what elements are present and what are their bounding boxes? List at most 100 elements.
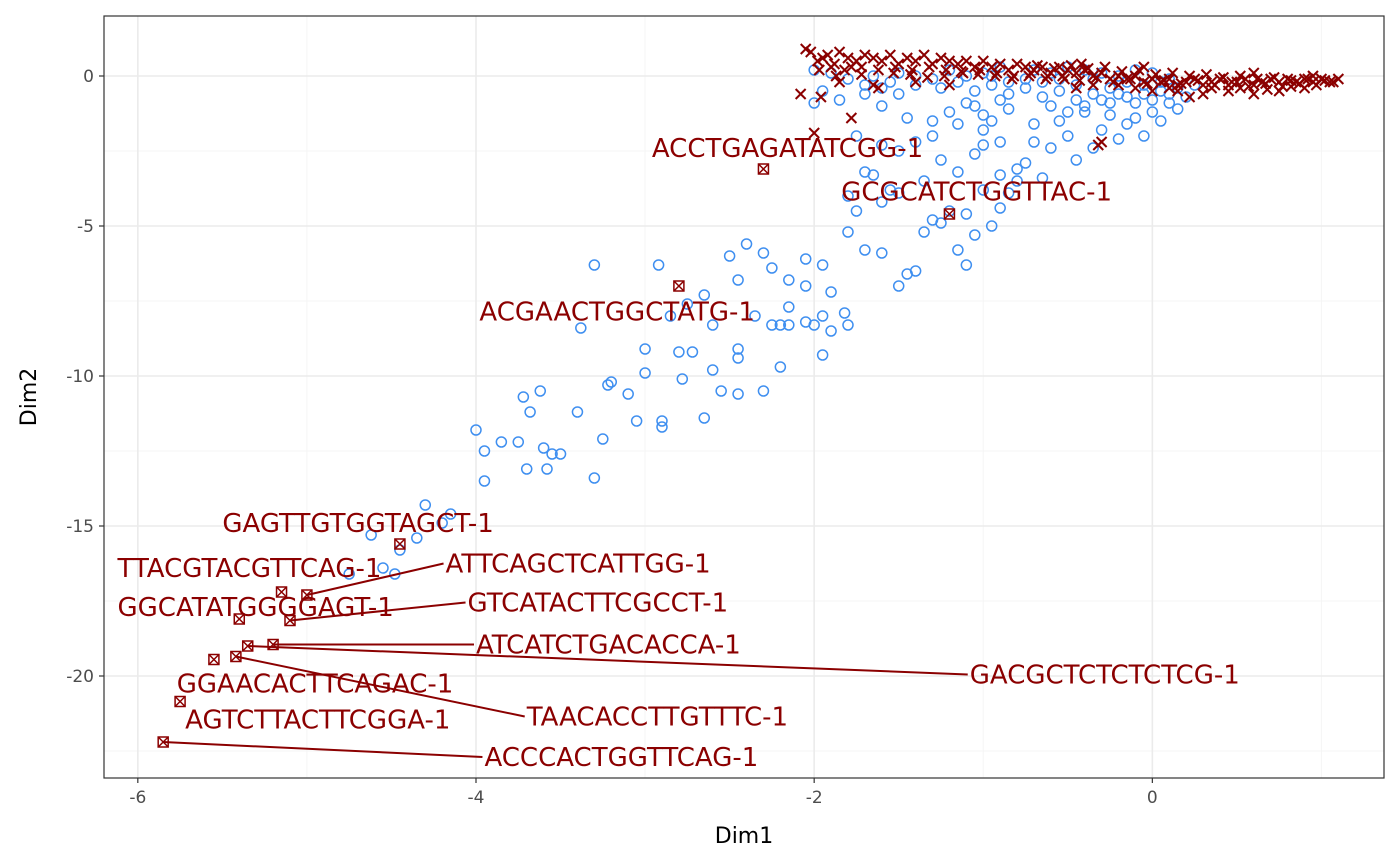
data-point-cross (1251, 73, 1263, 85)
point-label: ATCATCTGACACCA-1 (476, 631, 741, 661)
data-point-circle (444, 508, 457, 520)
data-point-circle (517, 391, 530, 403)
data-point-cross (955, 65, 967, 78)
data-point-circle (732, 343, 744, 355)
data-point-circle (1078, 106, 1091, 118)
cross-series (794, 43, 1345, 151)
point-label: TTACGTACGTTCAG-1 (117, 554, 382, 584)
data-point-circle (698, 412, 711, 424)
data-point-circle (1028, 136, 1040, 148)
highlighted-point-cross (757, 163, 769, 175)
data-point-cross (921, 71, 934, 84)
data-point-circle (825, 325, 837, 337)
data-point-cross (1112, 79, 1125, 91)
data-point-cross (1099, 61, 1111, 73)
data-point-circle (892, 88, 905, 100)
data-point-cross (845, 61, 858, 73)
data-point-cross (794, 88, 807, 100)
highlighted-point-cross (157, 736, 169, 748)
grid-lines (104, 16, 1384, 778)
data-point-cross (876, 55, 888, 67)
highlighted-points (157, 163, 956, 748)
data-point-circle (740, 238, 753, 250)
data-point-circle (571, 406, 584, 418)
point-label: ACCCACTGGTTCAG-1 (484, 743, 758, 773)
data-point-circle (419, 499, 432, 511)
data-point-circle (664, 310, 677, 322)
point-label: ATTCAGCTCATTGG-1 (446, 550, 711, 580)
data-point-circle (546, 448, 558, 460)
highlighted-point (301, 589, 313, 601)
data-point-circle (1053, 115, 1066, 127)
highlighted-point (157, 736, 169, 748)
data-point-cross (1070, 67, 1082, 79)
data-point-circle (994, 136, 1006, 148)
data-point-cross (833, 46, 846, 58)
highlighted-point-cross (301, 589, 313, 601)
highlighted-point (233, 613, 246, 625)
data-point-circle (985, 115, 998, 127)
data-point-circle (597, 433, 609, 445)
data-point-circle (969, 100, 981, 112)
data-point-cross (1011, 58, 1023, 70)
data-point-cross (1234, 70, 1246, 82)
point-labels: ACCTGAGATATCGG-1 GCGCATCTGGTTAC-1 ACGAACTG… (117, 134, 1240, 773)
data-point-cross (1155, 76, 1167, 88)
data-point-cross (1138, 76, 1150, 88)
data-point-circle (732, 274, 744, 286)
data-point-circle (1028, 118, 1040, 130)
data-point-circle (892, 145, 905, 157)
data-point-circle (1053, 85, 1066, 97)
data-point-cross (1150, 68, 1162, 81)
data-point-cross (1217, 71, 1230, 84)
data-point-cross (1121, 73, 1133, 85)
y-axis-title: Dim2 (17, 368, 42, 426)
data-point-cross (952, 58, 964, 70)
label-connector-line (235, 655, 525, 718)
data-point-cross (1073, 74, 1086, 87)
data-point-circle (838, 307, 851, 319)
point-label: GAGTTGTGGTAGCT-1 (222, 509, 493, 539)
highlighted-point (275, 586, 288, 598)
data-point-circle (859, 88, 871, 100)
data-point-circle (867, 169, 880, 181)
data-point-cross (1231, 76, 1243, 88)
data-point-circle (1062, 106, 1074, 118)
highlighted-point-cross (394, 538, 406, 550)
highlighted-point (394, 538, 406, 550)
y-tick-label: -20 (66, 667, 94, 687)
data-point-circle (969, 85, 981, 97)
data-point-circle (909, 79, 922, 91)
data-point-circle (1121, 118, 1133, 130)
data-point-cross (943, 55, 956, 67)
highlighted-point-cross (174, 695, 186, 708)
data-point-cross (872, 64, 885, 76)
data-point-circle (652, 259, 665, 271)
highlighted-point-cross (242, 640, 254, 652)
data-point-circle (1095, 124, 1108, 136)
data-point-circle (478, 445, 491, 457)
x-tick-label: -6 (129, 788, 146, 808)
highlighted-point (241, 640, 254, 652)
highlighted-point-cross (267, 638, 279, 651)
data-point-circle (876, 196, 888, 208)
data-point-cross (938, 70, 951, 82)
data-point-circle (926, 115, 939, 127)
data-point-circle (952, 166, 964, 178)
x-tick-label: 0 (1147, 788, 1158, 808)
data-point-cross (977, 55, 989, 67)
data-point-circle (1036, 172, 1049, 184)
data-point-circle (411, 532, 423, 544)
data-point-circle (766, 319, 778, 331)
label-connector-line (289, 601, 466, 622)
data-point-cross (1079, 64, 1091, 76)
data-point-circle (774, 361, 787, 373)
data-point-cross (825, 61, 837, 73)
data-point-circle (1129, 112, 1142, 124)
data-point-cross (1285, 74, 1297, 87)
data-point-cross (887, 67, 900, 79)
data-point-circle (524, 406, 536, 418)
data-point-circle (732, 388, 744, 400)
data-point-cross (1138, 61, 1150, 73)
